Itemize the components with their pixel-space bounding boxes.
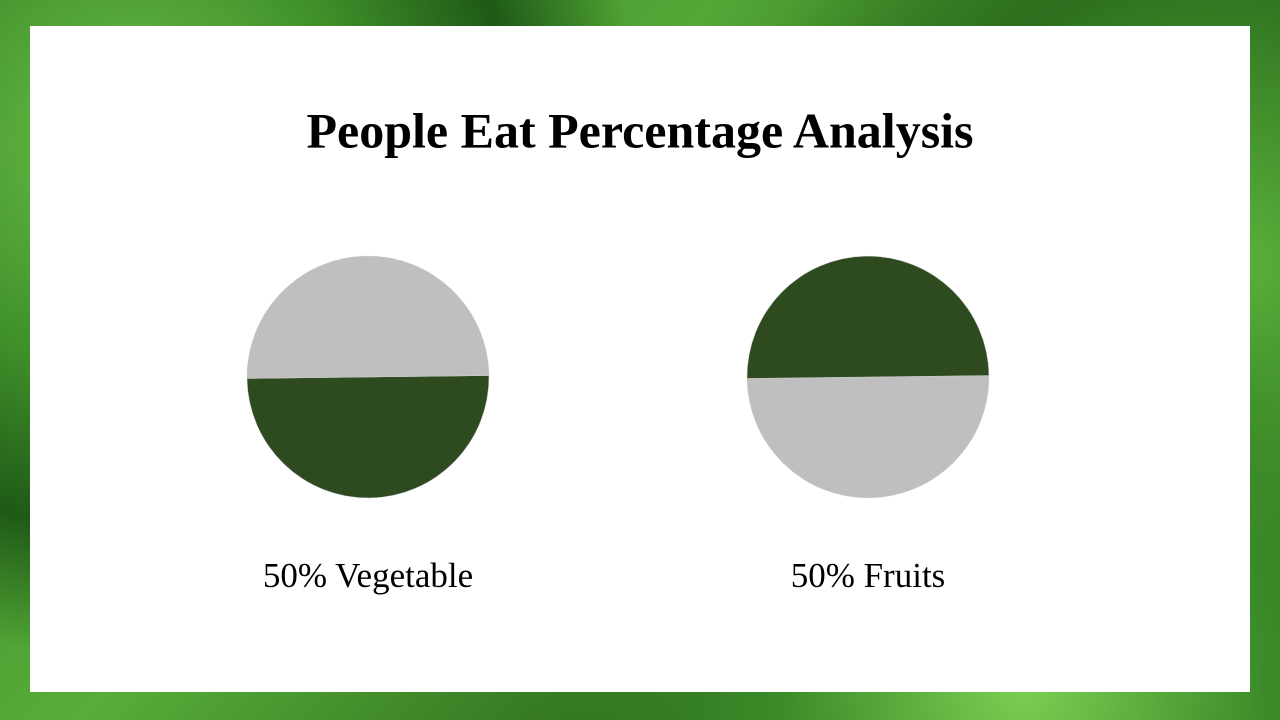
pie-slice: [746, 375, 990, 498]
slide-title: People Eat Percentage Analysis: [306, 102, 973, 158]
pie-slice: [746, 256, 990, 379]
pie-caption: 50% Fruits: [791, 556, 946, 595]
pie-slice: [246, 256, 490, 379]
pie-slice: [246, 375, 490, 498]
content-panel: [30, 26, 1250, 692]
pie-caption: 50% Vegetable: [263, 556, 473, 595]
